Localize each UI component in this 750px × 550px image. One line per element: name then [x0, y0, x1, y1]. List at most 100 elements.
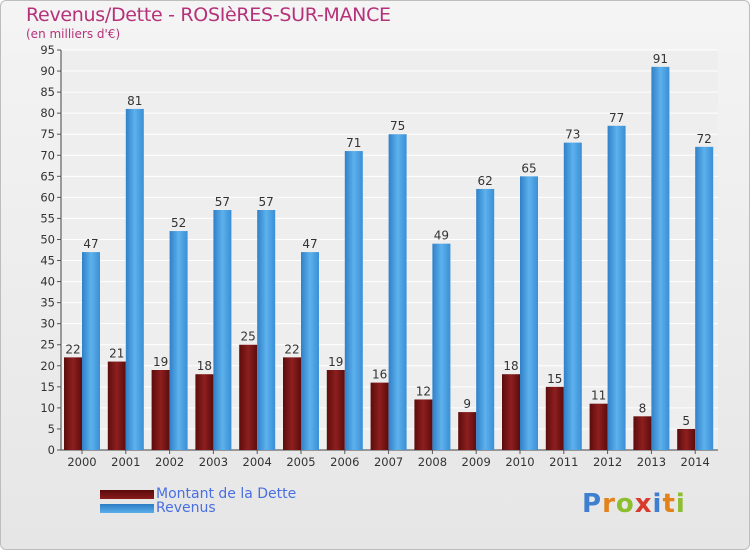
legend-swatch-dette — [100, 489, 154, 499]
data-label-revenus: 65 — [521, 161, 536, 175]
y-tick-label: 10 — [40, 401, 55, 415]
data-label-revenus: 73 — [565, 128, 580, 142]
data-label-dette: 18 — [197, 359, 212, 373]
x-tick-label: 2004 — [243, 455, 272, 469]
data-label-dette: 19 — [153, 355, 168, 369]
data-label-dette: 8 — [639, 401, 647, 415]
y-tick-label: 45 — [40, 254, 55, 268]
data-label-revenus: 57 — [215, 195, 230, 209]
legend-label-revenus: Revenus — [156, 500, 216, 516]
bar-revenus — [82, 252, 100, 450]
y-tick-label: 90 — [40, 64, 55, 78]
bar-revenus — [432, 243, 451, 450]
y-tick-label: 30 — [40, 317, 55, 331]
chart-title: Revenus/Dette - ROSIèRES-SUR-MANCE — [26, 4, 391, 26]
bar-dette — [633, 416, 652, 450]
legend-swatch-revenus — [100, 503, 154, 513]
bar-dette — [151, 370, 170, 450]
y-tick-label: 40 — [40, 275, 55, 289]
legend-item-dette: Montant de la Dette — [100, 486, 296, 502]
y-tick-label: 55 — [40, 211, 55, 225]
bar-revenus — [520, 176, 538, 450]
x-tick-label: 2012 — [593, 455, 622, 469]
data-label-dette: 5 — [682, 414, 690, 428]
y-tick-label: 20 — [40, 359, 55, 373]
data-label-dette: 11 — [591, 389, 606, 403]
data-label-revenus: 81 — [127, 94, 142, 108]
x-tick-label: 2007 — [374, 455, 403, 469]
bar-revenus — [651, 66, 670, 450]
y-tick-label: 15 — [40, 380, 55, 394]
data-label-revenus: 62 — [478, 174, 493, 188]
data-label-dette: 25 — [241, 330, 256, 344]
data-label-dette: 16 — [372, 368, 387, 382]
bar-dette — [370, 382, 389, 450]
bar-revenus — [695, 146, 714, 450]
data-label-revenus: 49 — [434, 229, 449, 243]
x-tick-label: 2014 — [681, 455, 710, 469]
data-label-dette: 22 — [65, 342, 80, 356]
bar-revenus — [213, 210, 232, 450]
x-tick-label: 2009 — [462, 455, 491, 469]
bar-revenus — [388, 134, 407, 451]
data-label-dette: 21 — [109, 347, 124, 361]
bar-dette — [677, 428, 696, 450]
legend-label-dette: Montant de la Dette — [156, 486, 297, 502]
bar-dette — [545, 386, 564, 450]
bar-revenus — [301, 252, 319, 450]
bar-dette — [195, 374, 214, 450]
y-tick-label: 70 — [40, 148, 55, 162]
bar-dette — [589, 403, 608, 450]
bar-dette — [107, 361, 126, 450]
legend-item-revenus: Revenus — [100, 500, 216, 516]
data-label-revenus: 47 — [83, 237, 98, 251]
data-label-revenus: 91 — [653, 52, 668, 66]
bar-revenus — [257, 210, 276, 450]
bar-dette — [239, 344, 258, 450]
x-tick-label: 2003 — [199, 455, 228, 469]
x-tick-label: 2006 — [330, 455, 359, 469]
bar-revenus — [563, 142, 582, 450]
bar-revenus — [344, 151, 363, 451]
data-label-dette: 15 — [547, 372, 562, 386]
data-label-dette: 12 — [416, 384, 431, 398]
y-tick-label: 85 — [40, 85, 55, 99]
y-tick-label: 5 — [48, 422, 55, 436]
x-tick-label: 2013 — [637, 455, 666, 469]
x-tick-label: 2000 — [67, 455, 96, 469]
y-tick-label: 60 — [40, 190, 55, 204]
data-label-revenus: 77 — [609, 111, 624, 125]
data-label-revenus: 72 — [697, 132, 712, 146]
data-label-revenus: 75 — [390, 119, 405, 133]
data-label-revenus: 57 — [259, 195, 274, 209]
x-tick-label: 2008 — [418, 455, 447, 469]
data-label-revenus: 71 — [346, 136, 361, 150]
y-tick-label: 75 — [40, 127, 55, 141]
y-tick-label: 80 — [40, 106, 55, 120]
x-tick-label: 2010 — [505, 455, 534, 469]
bar-dette — [64, 357, 82, 450]
bar-revenus — [476, 188, 495, 450]
x-tick-label: 2011 — [549, 455, 578, 469]
y-tick-label: 50 — [40, 232, 55, 246]
y-tick-label: 0 — [48, 443, 55, 457]
y-tick-label: 25 — [40, 338, 55, 352]
y-tick-label: 95 — [40, 43, 55, 57]
y-tick-label: 65 — [40, 169, 55, 183]
chart-subtitle: (en milliers d'€) — [26, 27, 121, 41]
y-tick-label: 35 — [40, 296, 55, 310]
bar-dette — [458, 412, 477, 450]
data-label-dette: 22 — [284, 342, 299, 356]
x-tick-label: 2001 — [111, 455, 140, 469]
data-label-dette: 18 — [503, 359, 518, 373]
data-label-dette: 9 — [463, 397, 471, 411]
bar-revenus — [125, 108, 144, 451]
bar-revenus — [169, 231, 188, 450]
x-tick-label: 2005 — [286, 455, 315, 469]
proxiti-logo: Proxiti — [582, 489, 686, 519]
bar-dette — [326, 370, 345, 450]
data-label-dette: 19 — [328, 355, 343, 369]
bar-dette — [414, 399, 433, 450]
data-label-revenus: 47 — [302, 237, 317, 251]
